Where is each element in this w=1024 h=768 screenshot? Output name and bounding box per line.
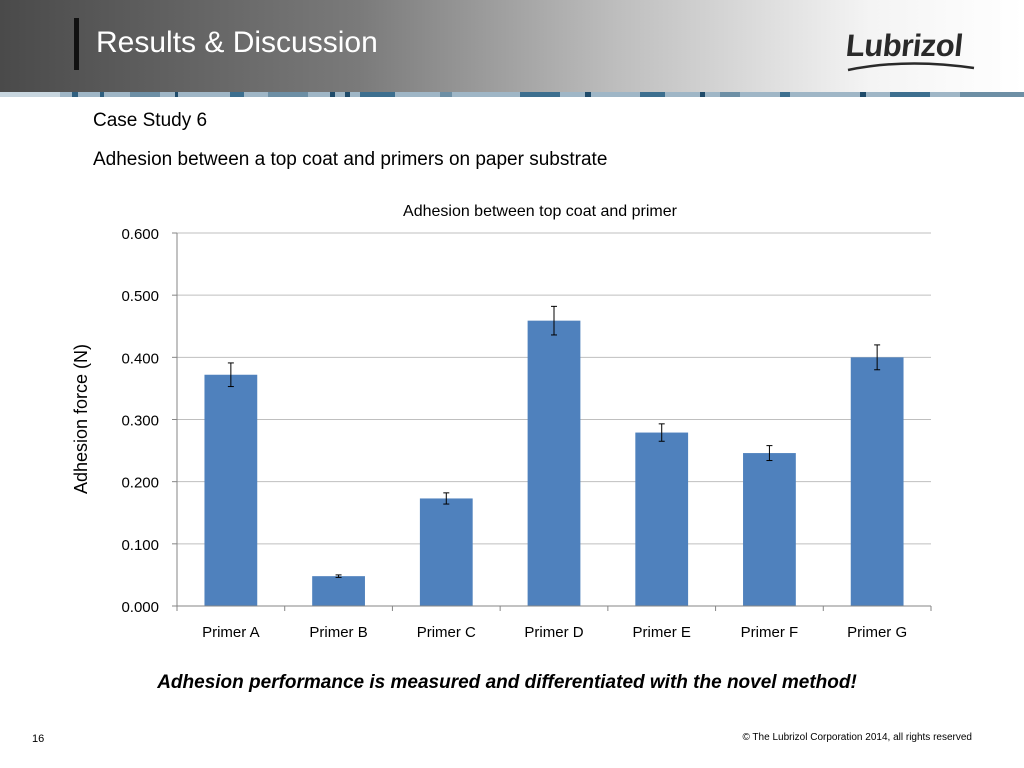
logo-swoosh-icon <box>847 62 975 72</box>
bar-primer-d <box>527 320 581 606</box>
header-stripe <box>0 92 1024 97</box>
bar-primer-f <box>743 453 796 606</box>
adhesion-bar-chart: Adhesion between top coat and primer Adh… <box>71 203 932 641</box>
y-tick-label: 0.000 <box>121 599 159 616</box>
chart-title: Adhesion between top coat and primer <box>403 203 678 220</box>
y-tick-label: 0.500 <box>121 288 159 305</box>
y-tick-label: 0.400 <box>121 350 159 367</box>
bar-primer-a <box>204 374 258 606</box>
page-number: 16 <box>32 733 45 745</box>
y-axis-label: Adhesion force (N) <box>71 344 91 494</box>
slide-title: Results & Discussion <box>96 26 378 59</box>
bar-primer-e <box>635 432 689 606</box>
copyright-notice: © The Lubrizol Corporation 2014, all rig… <box>742 732 972 743</box>
bars <box>204 320 904 606</box>
slide-header: Results & Discussion Lubrizol <box>0 0 1024 92</box>
axes: 0.000 0.100 0.200 0.300 0.400 0.500 0.600 Prime… <box>121 226 932 641</box>
x-tick-label: Primer E <box>633 624 691 641</box>
error-bars <box>227 305 881 578</box>
x-tick-label: Primer A <box>202 624 260 641</box>
conclusion-statement: Adhesion performance is measured and dif… <box>157 672 857 693</box>
bar-primer-b <box>312 576 365 606</box>
case-study-label: Case Study 6 <box>93 110 208 131</box>
x-tick-label: Primer C <box>417 624 476 641</box>
x-tick-label: Primer F <box>741 624 799 641</box>
y-tick-label: 0.300 <box>121 413 159 430</box>
y-tick-label: 0.200 <box>121 475 159 492</box>
bar-primer-g <box>850 357 904 606</box>
x-tick-label: Primer G <box>847 624 907 641</box>
x-tick-label: Primer B <box>309 624 367 641</box>
y-tick-label: 0.100 <box>121 537 159 554</box>
gridlines <box>177 232 931 545</box>
slide-subtitle: Adhesion between a top coat and primers … <box>93 149 608 170</box>
title-accent-bar <box>74 18 79 70</box>
y-tick-label: 0.600 <box>121 226 159 243</box>
x-tick-label: Primer D <box>524 624 583 641</box>
bar-primer-c <box>419 498 473 606</box>
lubrizol-logo: Lubrizol <box>844 28 976 76</box>
